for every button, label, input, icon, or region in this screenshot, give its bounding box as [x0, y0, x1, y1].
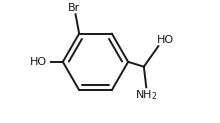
Text: Br: Br	[68, 3, 81, 13]
Text: HO: HO	[29, 57, 46, 67]
Text: NH$_2$: NH$_2$	[135, 88, 158, 102]
Text: HO: HO	[157, 35, 174, 45]
